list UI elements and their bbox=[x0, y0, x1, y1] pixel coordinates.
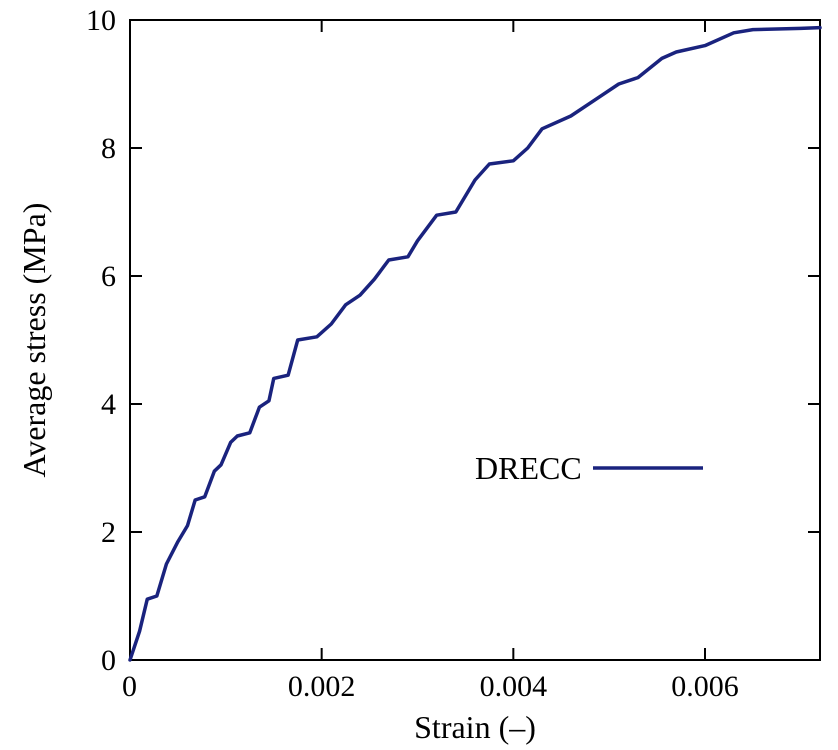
y-tick-label: 6 bbox=[101, 260, 116, 293]
x-tick-label: 0 bbox=[122, 670, 137, 703]
stress-strain-chart: 0 0.002 0.004 0.006 0 2 4 6 8 10 Strain (–) Average… bbox=[0, 0, 838, 750]
y-tick-label: 4 bbox=[101, 388, 116, 421]
y-tick-label: 0 bbox=[101, 644, 116, 677]
x-tick-label: 0.002 bbox=[288, 670, 356, 703]
x-axis-label: Strain (–) bbox=[414, 709, 536, 745]
y-tick-label: 8 bbox=[101, 132, 116, 165]
x-tick-label: 0.004 bbox=[480, 670, 548, 703]
legend-label: DRECC bbox=[475, 450, 582, 486]
y-tick-label: 10 bbox=[86, 4, 116, 37]
x-tick-label: 0.006 bbox=[671, 670, 739, 703]
y-tick-label: 2 bbox=[101, 516, 116, 549]
chart-background bbox=[0, 0, 838, 750]
y-axis-label: Average stress (MPa) bbox=[16, 203, 52, 478]
chart-container: 0 0.002 0.004 0.006 0 2 4 6 8 10 Strain (–) Average… bbox=[0, 0, 838, 750]
